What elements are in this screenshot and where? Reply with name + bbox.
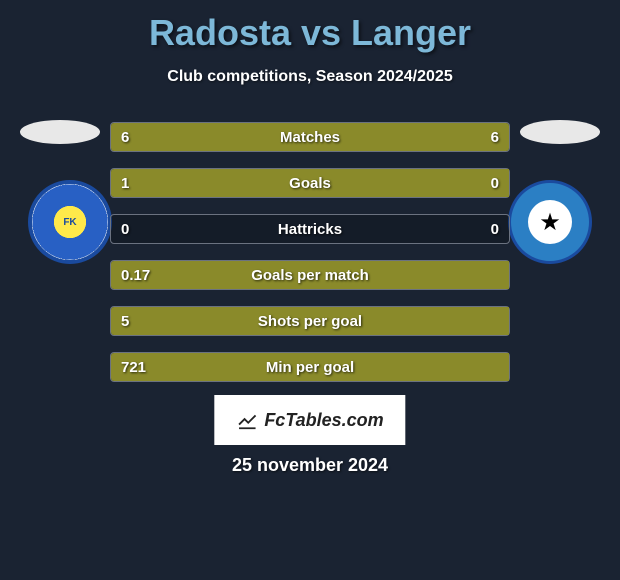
player-silhouette-right — [520, 120, 600, 144]
stat-row-matches: 6 Matches 6 — [110, 122, 510, 152]
stat-label: Matches — [111, 129, 509, 146]
chart-icon — [236, 409, 258, 431]
stat-value-right: 0 — [491, 175, 499, 192]
stat-row-min-per-goal: 721 Min per goal — [110, 352, 510, 382]
stat-label: Hattricks — [111, 221, 509, 238]
stat-value-right: 0 — [491, 221, 499, 238]
footer-site-badge: FcTables.com — [214, 395, 405, 445]
player-silhouette-left — [20, 120, 100, 144]
club-badge-left-initials: FK — [55, 207, 85, 237]
stat-label: Goals per match — [111, 267, 509, 284]
stat-label: Shots per goal — [111, 313, 509, 330]
stat-row-hattricks: 0 Hattricks 0 — [110, 214, 510, 244]
club-badge-right: ★ — [508, 180, 592, 264]
stat-value-right: 6 — [491, 129, 499, 146]
footer-date: 25 november 2024 — [0, 455, 620, 476]
club-badge-left: FK — [28, 180, 112, 264]
stats-bars: 6 Matches 6 1 Goals 0 0 Hattricks 0 0.17… — [110, 122, 510, 398]
club-badge-right-star: ★ — [528, 200, 572, 244]
stat-label: Goals — [111, 175, 509, 192]
footer-site-text: FcTables.com — [264, 410, 383, 431]
page-title: Radosta vs Langer — [0, 0, 620, 54]
stat-label: Min per goal — [111, 359, 509, 376]
stat-row-shots-per-goal: 5 Shots per goal — [110, 306, 510, 336]
page-subtitle: Club competitions, Season 2024/2025 — [0, 68, 620, 86]
stat-row-goals-per-match: 0.17 Goals per match — [110, 260, 510, 290]
stat-row-goals: 1 Goals 0 — [110, 168, 510, 198]
